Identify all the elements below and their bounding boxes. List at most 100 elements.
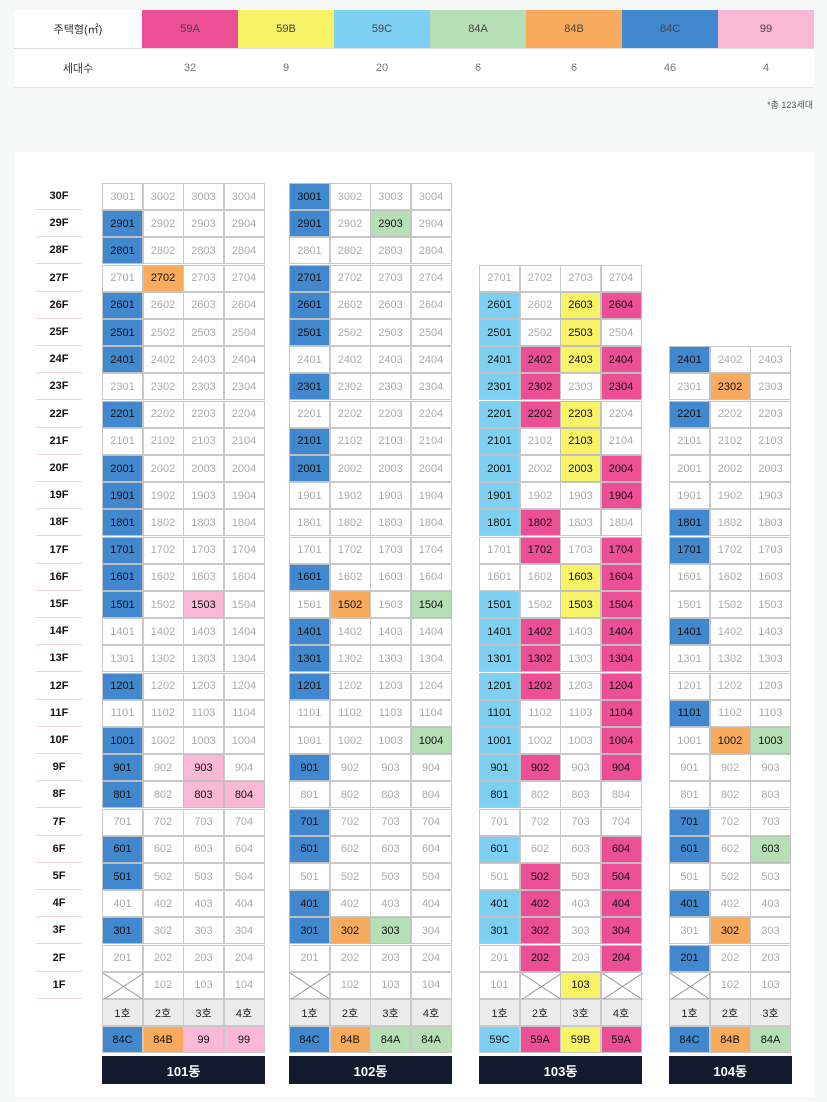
unit-cell: 2204 bbox=[600, 400, 642, 428]
unit-cell: 801 bbox=[669, 781, 710, 809]
no-unit-cell bbox=[519, 971, 562, 1000]
unit-type-cell: 84B bbox=[709, 1026, 751, 1054]
unit-cell: 603 bbox=[750, 835, 791, 863]
unit-cell: 1701 bbox=[479, 536, 520, 564]
unit-cell: 2102 bbox=[519, 427, 561, 455]
floor-label: 16F bbox=[36, 564, 82, 591]
unit-cell: 404 bbox=[223, 890, 265, 918]
unit-cell: 2203 bbox=[183, 400, 224, 428]
unit-cell: 602 bbox=[519, 835, 561, 863]
floor-label: 24F bbox=[36, 346, 82, 374]
unit-cell: 1501 bbox=[479, 591, 520, 618]
unit-cell: 403 bbox=[750, 890, 791, 918]
unit-cell: 102 bbox=[142, 971, 184, 999]
legend-count-59B: 9 bbox=[238, 48, 334, 88]
cross-icon bbox=[290, 972, 331, 1000]
unit-cell: 1301 bbox=[102, 645, 143, 673]
unit-cell: 1704 bbox=[223, 536, 265, 564]
unit-cell: 301 bbox=[102, 917, 143, 945]
unit-cell: 2403 bbox=[750, 346, 791, 374]
unit-cell: 1902 bbox=[519, 482, 561, 510]
unit-cell: 1102 bbox=[142, 699, 184, 727]
unit-cell: 2504 bbox=[410, 319, 452, 346]
unit-cell: 1804 bbox=[410, 509, 452, 537]
unit-cell: 2203 bbox=[750, 400, 791, 428]
cross-icon bbox=[670, 972, 711, 1000]
unit-cell: 1304 bbox=[600, 645, 642, 673]
unit-cell: 2104 bbox=[410, 427, 452, 455]
unit-cell: 2001 bbox=[289, 455, 330, 482]
unit-cell: 304 bbox=[600, 917, 642, 945]
unit-cell: 2003 bbox=[183, 455, 224, 482]
unit-cell: 501 bbox=[479, 863, 520, 890]
floor-label: 7F bbox=[36, 809, 82, 836]
legend-type-59B: 59B bbox=[238, 10, 334, 49]
floor-label: 9F bbox=[36, 754, 82, 782]
unit-number-header: 2호 bbox=[519, 999, 561, 1026]
unit-cell: 1101 bbox=[479, 699, 520, 727]
unit-cell: 803 bbox=[183, 781, 224, 809]
unit-cell: 2103 bbox=[750, 427, 791, 455]
unit-cell: 903 bbox=[750, 754, 791, 782]
unit-cell: 2302 bbox=[329, 373, 371, 401]
unit-cell: 704 bbox=[410, 808, 452, 836]
unit-cell: 2604 bbox=[223, 291, 265, 319]
unit-cell: 2303 bbox=[560, 373, 601, 401]
legend-count-84A: 6 bbox=[430, 48, 526, 88]
unit-cell: 1303 bbox=[370, 645, 411, 673]
unit-cell: 302 bbox=[519, 917, 561, 945]
unit-cell: 901 bbox=[669, 754, 710, 782]
unit-cell: 2201 bbox=[289, 400, 330, 428]
floor-label: 26F bbox=[36, 292, 82, 319]
unit-type-cell: 84A bbox=[410, 1026, 452, 1054]
unit-cell: 1602 bbox=[329, 563, 371, 591]
unit-cell: 401 bbox=[479, 890, 520, 918]
unit-cell: 2402 bbox=[709, 346, 751, 374]
unit-cell: 2101 bbox=[479, 427, 520, 455]
unit-cell: 1901 bbox=[289, 482, 330, 510]
unit-cell: 2201 bbox=[102, 400, 143, 428]
unit-cell: 104 bbox=[223, 971, 265, 999]
unit-cell: 2501 bbox=[102, 319, 143, 346]
unit-cell: 1802 bbox=[709, 509, 751, 537]
unit-number-header: 3호 bbox=[370, 999, 411, 1026]
unit-cell: 2602 bbox=[519, 291, 561, 319]
unit-cell: 701 bbox=[669, 808, 710, 836]
unit-cell: 2102 bbox=[329, 427, 371, 455]
unit-cell: 2703 bbox=[183, 264, 224, 292]
unit-cell: 2803 bbox=[183, 237, 224, 265]
unit-cell: 2701 bbox=[289, 264, 330, 292]
unit-number-header: 4호 bbox=[223, 999, 265, 1026]
unit-cell: 602 bbox=[709, 835, 751, 863]
unit-cell: 503 bbox=[183, 863, 224, 890]
unit-cell: 2302 bbox=[519, 373, 561, 401]
unit-type-cell: 84B bbox=[142, 1026, 184, 1054]
unit-cell: 2902 bbox=[329, 210, 371, 238]
unit-cell: 1103 bbox=[750, 699, 791, 727]
unit-cell: 201 bbox=[479, 944, 520, 972]
unit-cell: 1504 bbox=[600, 591, 642, 618]
floor-label: 29F bbox=[36, 210, 82, 238]
unit-cell: 1603 bbox=[560, 563, 601, 591]
unit-cell: 1801 bbox=[669, 509, 710, 537]
floor-label: 2F bbox=[36, 945, 82, 972]
unit-cell: 2404 bbox=[410, 346, 452, 374]
unit-cell: 703 bbox=[183, 808, 224, 836]
unit-cell: 301 bbox=[669, 917, 710, 945]
unit-cell: 1901 bbox=[479, 482, 520, 510]
unit-cell: 602 bbox=[329, 835, 371, 863]
unit-cell: 603 bbox=[370, 835, 411, 863]
unit-cell: 2204 bbox=[223, 400, 265, 428]
unit-cell: 1803 bbox=[750, 509, 791, 537]
unit-cell: 704 bbox=[223, 808, 265, 836]
unit-cell: 201 bbox=[289, 944, 330, 972]
unit-cell: 1102 bbox=[329, 699, 371, 727]
unit-cell: 703 bbox=[560, 808, 601, 836]
floor-label: 30F bbox=[36, 183, 82, 210]
unit-cell: 1602 bbox=[519, 563, 561, 591]
unit-cell: 402 bbox=[709, 890, 751, 918]
unit-cell: 2901 bbox=[289, 210, 330, 238]
floor-label: 15F bbox=[36, 591, 82, 618]
unit-number-header: 1호 bbox=[289, 999, 330, 1026]
unit-number-header: 2호 bbox=[709, 999, 751, 1026]
